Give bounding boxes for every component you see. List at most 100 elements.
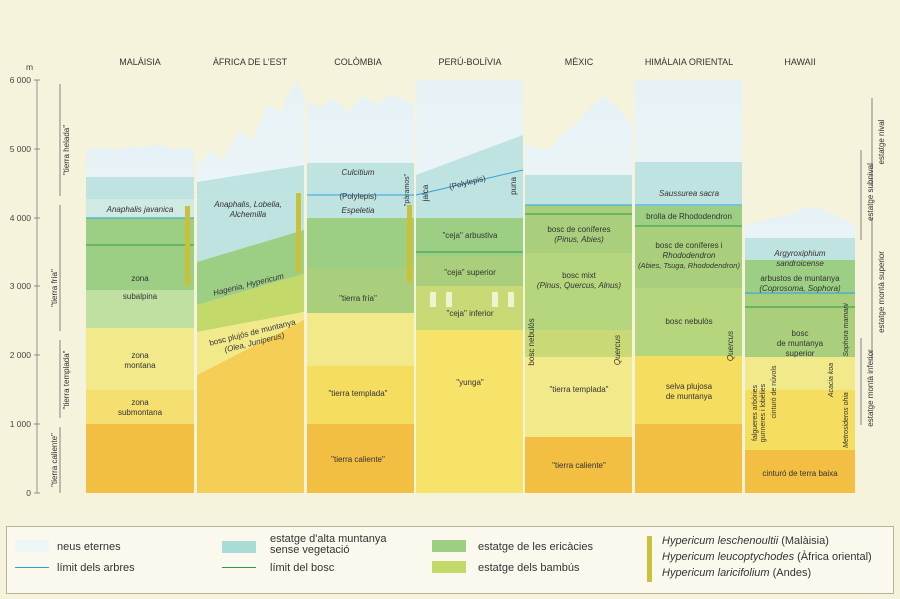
legend-ericaceae-swatch (432, 540, 466, 552)
legend-alpine-label-2: sense vegetació (270, 544, 350, 556)
legend-hypericum-3-note: (Andes) (769, 567, 812, 579)
legend-forest-line-label: límit del bosc (270, 562, 335, 574)
label-brolla: brolla de Rhododendron (646, 212, 732, 221)
legend-hypericum-3-name: Hypericum laricifolium (662, 567, 770, 579)
label-metrosideros: Metrosideros ohia (843, 392, 850, 448)
label-species: Alchemilla (229, 210, 267, 219)
left-zone-label: "tierra templada" (62, 350, 71, 409)
label-ceja-superior: "ceja" superior (444, 268, 496, 277)
label-rhododendron: Rhododendron (663, 251, 716, 260)
tick-label: 3 000 (10, 281, 32, 291)
legend-bamboo-swatch (432, 561, 466, 573)
left-zone-label: "tierra helada" (62, 125, 71, 175)
right-zone-label: estatge subnival (866, 163, 875, 221)
label-submontana: submontana (118, 408, 163, 417)
right-zone-brackets (860, 98, 873, 425)
region-header: HIMÀLAIA ORIENTAL (645, 57, 733, 67)
legend-hypericum-2-note: (Àfrica oriental) (794, 551, 872, 563)
legend-hypericum-2-name: Hypericum leucoptychodes (662, 551, 795, 563)
label-montana: montana (124, 361, 156, 370)
label-gunneres: gunneres i lobèlies (760, 383, 767, 442)
label-bosc-nebulos: bosc nebulós (665, 317, 712, 326)
column-mexico: bosc de coníferes (Pinus, Abies) bosc mi… (525, 96, 632, 493)
left-zone-label: "tierra fría" (50, 269, 59, 307)
label-quercus: Quercus (613, 335, 622, 365)
column-hawaii: Argyroxiphium sandroicense arbustos de m… (745, 207, 855, 494)
tick-label: 0 (26, 488, 31, 498)
region-header: HAWAII (784, 57, 815, 67)
label-bosc: bosc (792, 329, 809, 338)
label-bosc-nebulos: bosc nebulós (527, 318, 536, 365)
label-jalca: jalca (421, 184, 430, 202)
label-subalpina: subalpina (123, 292, 158, 301)
column-east-africa: Anaphalis, Lobelia, Alchemilla Hagenia, … (197, 82, 304, 493)
tick-label: 5 000 (10, 144, 32, 154)
label-superior: superior (786, 349, 815, 358)
column-peru-bolivia: jalca (Polylepis) puna "ceja" arbustiva … (415, 80, 524, 493)
label-bosc-coniferes: bosc de coníferes (547, 225, 610, 234)
legend-hypericum-1-name: Hypericum leschenoultii (662, 535, 779, 547)
left-zone-label: "tierra caliente" (50, 433, 59, 487)
label-pinus-abies: (Pinus, Abies) (554, 235, 604, 244)
label-tierra-templada: "tierra templada" (549, 385, 608, 394)
label-abies-tsuga: (Abies, Tsuga, Rhododendron) (638, 261, 740, 270)
legend-hypericum-2: Hypericum leucoptychodes (Àfrica orienta… (662, 551, 872, 563)
label-yunga: "yunga" (456, 378, 484, 387)
legend-tree-line-label: límit dels arbres (57, 562, 135, 574)
label-culcitium: Culcitium (342, 168, 375, 177)
label-saussurea: Saussurea sacra (659, 189, 720, 198)
tick-label: 6 000 (10, 75, 32, 85)
legend-bamboo-label: estatge dels bambús (478, 562, 580, 574)
legend-hypericum-3: Hypericum laricifolium (Andes) (662, 567, 811, 579)
column-colombia: Culcitium (Polylepis) Espeletia "pàramos… (307, 94, 414, 493)
label-bosc-coniferes: bosc de coníferes i (655, 241, 722, 250)
legend-hypericum-1: Hypericum leschenoultii (Malàisia) (662, 535, 829, 547)
label-de-muntanya: de muntanya (777, 339, 824, 348)
legend-alpine-label: estatge d'alta muntanya (270, 533, 387, 545)
tick-label: 1 000 (10, 419, 32, 429)
region-header: PERÚ-BOLÍVIA (438, 57, 501, 67)
label-ceja-inferior: "ceja" inferior (446, 309, 493, 318)
label-espeletia: Espeletia (342, 206, 375, 215)
vegetation-zones-diagram: m 6 000 5 000 4 000 3 000 2 000 1 000 0 … (10, 57, 886, 498)
legend: neus eternes límit dels arbres estatge d… (6, 526, 894, 594)
label-pinus-quercus: (Pinus, Quercus, Alnus) (537, 281, 622, 290)
region-header: ÀFRICA DE L'EST (213, 57, 288, 67)
label-tierra-templada: "tierra templada" (328, 389, 387, 398)
ceja-pattern (430, 292, 514, 307)
tick-label: 2 000 (10, 350, 32, 360)
region-headers: MALÀISIA ÀFRICA DE L'EST COLÒMBIA PERÚ-B… (119, 57, 815, 67)
right-zone-label: estatge montà superior (877, 251, 886, 333)
label-argyroxiphium: Argyroxiphium (773, 249, 825, 258)
axis-ticks (34, 79, 40, 494)
legend-hypericum-1-note: (Malàisia) (778, 535, 829, 547)
right-zone-label: estatge montà inferior (866, 349, 875, 427)
legend-snow-label: neus eternes (57, 541, 121, 553)
label-paramos: "pàramos" (404, 173, 411, 206)
legend-ericaceae-label: estatge de les ericàcies (478, 541, 593, 553)
label-anaphalis-javanica: Anaphalis javanica (106, 205, 174, 214)
label-puna: puna (509, 177, 518, 195)
label-zona: zona (131, 398, 149, 407)
region-header: MALÀISIA (119, 57, 161, 67)
tick-label: 4 000 (10, 213, 32, 223)
legend-hypericum-swatch (647, 536, 652, 582)
label-arbustos: arbustos de muntanya (760, 274, 840, 283)
label-tierra-caliente: "tierra caliente" (552, 461, 606, 470)
label-acacia-koa: Acacia koa (828, 363, 835, 398)
label-cinturo-nuvols: cinturó de núvols (771, 365, 778, 418)
label-falgueres: falgueres arbòries (752, 384, 759, 441)
region-header: MÈXIC (565, 57, 594, 67)
label-cinturo-terra-baixa: cinturó de terra baixa (762, 469, 838, 478)
right-zone-labels: estatge nival estatge subnival estatge m… (866, 119, 886, 426)
label-bosc-mixt: bosc mixt (562, 271, 597, 280)
altitude-axis: m 6 000 5 000 4 000 3 000 2 000 1 000 0 (10, 62, 40, 498)
column-malaysia: Anaphalis javanica zona subalpina zona m… (86, 145, 194, 493)
label-polylepis: (Polylepis) (339, 192, 377, 201)
label-sandroicense: sandroicense (776, 259, 824, 268)
legend-tree-line-swatch (15, 567, 49, 568)
region-header: COLÒMBIA (334, 57, 382, 67)
label-quercus: Quercus (726, 331, 735, 361)
label-sophora-mamani: Sophora mamani (843, 303, 850, 357)
legend-forest-line-swatch (222, 567, 256, 568)
